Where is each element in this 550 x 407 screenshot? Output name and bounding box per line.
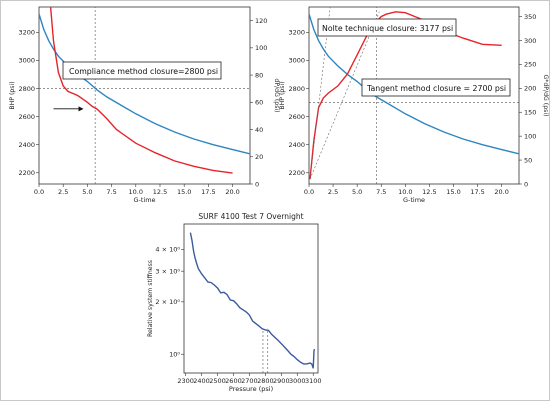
y-tick-label: 2800 — [18, 85, 35, 93]
x-axis-label: G-time — [403, 196, 425, 204]
y-tick-label: 3 × 10⁰ — [155, 267, 180, 275]
x-tick-label: 2400 — [193, 377, 210, 385]
y-tick-label: 2600 — [288, 113, 305, 121]
x-tick-label: 12.5 — [422, 188, 436, 196]
y-right-tick-label: 100 — [524, 132, 536, 140]
x-tick-label: 3100 — [305, 377, 322, 385]
annotation-box-frame — [62, 61, 222, 80]
y-right-tick-label: 150 — [524, 109, 536, 117]
chart-title: SURF 4100 Test 7 Overnight — [198, 212, 303, 221]
annotation-text: Tangent method closure = 2700 psi — [366, 84, 506, 93]
x-tick-label: 0.0 — [304, 188, 314, 196]
x-tick-label: 20.0 — [225, 188, 239, 196]
x-tick-label: 2300 — [177, 377, 194, 385]
y-right-tick-label: 100 — [255, 44, 267, 52]
plot-frame — [308, 6, 520, 185]
plot-frame — [38, 6, 251, 185]
x-tick-label: 5.0 — [82, 188, 92, 196]
y-tick-label: 3200 — [288, 29, 305, 37]
y-axis-label: BHP (psi) — [9, 81, 16, 109]
x-tick-label: 2700 — [241, 377, 258, 385]
x-tick-label: 3000 — [289, 377, 306, 385]
x-tick-label: 2500 — [209, 377, 226, 385]
y-tick-label: 2 × 10⁰ — [155, 298, 180, 306]
y-tick-label: 10⁰ — [169, 351, 180, 359]
y-tick-label: 2400 — [18, 141, 35, 149]
y-right-axis-label: dP/dG (psi) — [273, 78, 280, 112]
y-right-tick-label: 80 — [255, 71, 263, 79]
x-tick-label: 17.5 — [470, 188, 484, 196]
y-tick-label: 2800 — [288, 85, 305, 93]
y-tick-label: 2400 — [288, 141, 305, 149]
y-right-axis-label: G*dP/dG (psi) — [542, 74, 549, 116]
y-tick-label: 2200 — [288, 169, 305, 177]
x-tick-label: 20.0 — [494, 188, 508, 196]
x-tick-label: 2.5 — [58, 188, 68, 196]
y-right-tick-label: 300 — [524, 37, 536, 45]
y-right-tick-label: 50 — [524, 156, 532, 164]
y-right-tick-label: 200 — [524, 85, 536, 93]
y-axis-label: Relative system stiffness — [147, 260, 154, 337]
x-tick-label: 10.0 — [398, 188, 412, 196]
x-tick-label: 2600 — [225, 377, 242, 385]
y-tick-label: 2200 — [18, 169, 35, 177]
series-line — [49, 7, 233, 174]
x-axis-label: Pressure (psi) — [229, 385, 273, 393]
y-right-tick-label: 350 — [524, 13, 536, 21]
x-tick-label: 15.0 — [446, 188, 460, 196]
x-tick-label: 15.0 — [177, 188, 191, 196]
series-line — [39, 13, 250, 155]
plot-frame — [183, 223, 319, 374]
x-axis-label: G-time — [133, 196, 155, 204]
annotation-text: Compliance method closure=2800 psi — [69, 67, 218, 76]
y-right-tick-label: 60 — [255, 99, 263, 107]
y-right-tick-label: 250 — [524, 61, 536, 69]
x-tick-label: 10.0 — [129, 188, 143, 196]
y-tick-label: 3000 — [288, 57, 305, 65]
annotation-box — [62, 61, 222, 80]
annotation-arrow-head — [78, 106, 84, 112]
annotation-text: Nolte technique closure: 3177 psi — [322, 24, 453, 33]
annotation-box-frame — [361, 78, 511, 97]
x-tick-label: 2.5 — [328, 188, 338, 196]
y-tick-label: 3200 — [18, 29, 35, 37]
series-line — [189, 232, 316, 369]
y-tick-label: 3000 — [18, 57, 35, 65]
x-tick-label: 0.0 — [34, 188, 44, 196]
x-tick-label: 7.5 — [376, 188, 386, 196]
x-tick-label: 7.5 — [106, 188, 116, 196]
y-tick-label: 2600 — [18, 113, 35, 121]
y-right-tick-label: 0 — [524, 180, 528, 188]
y-right-tick-label: 20 — [255, 153, 263, 161]
x-tick-label: 17.5 — [201, 188, 215, 196]
y-right-tick-label: 0 — [255, 180, 259, 188]
annotation-box-frame — [317, 18, 457, 37]
x-tick-label: 5.0 — [352, 188, 362, 196]
y-axis-label: BHP (psi) — [279, 81, 286, 109]
y-right-tick-label: 120 — [255, 17, 267, 25]
y-tick-label: 4 × 10⁰ — [155, 246, 180, 254]
y-right-tick-label: 40 — [255, 126, 263, 134]
x-tick-label: 2900 — [273, 377, 290, 385]
x-tick-label: 12.5 — [153, 188, 167, 196]
x-tick-label: 2800 — [257, 377, 274, 385]
